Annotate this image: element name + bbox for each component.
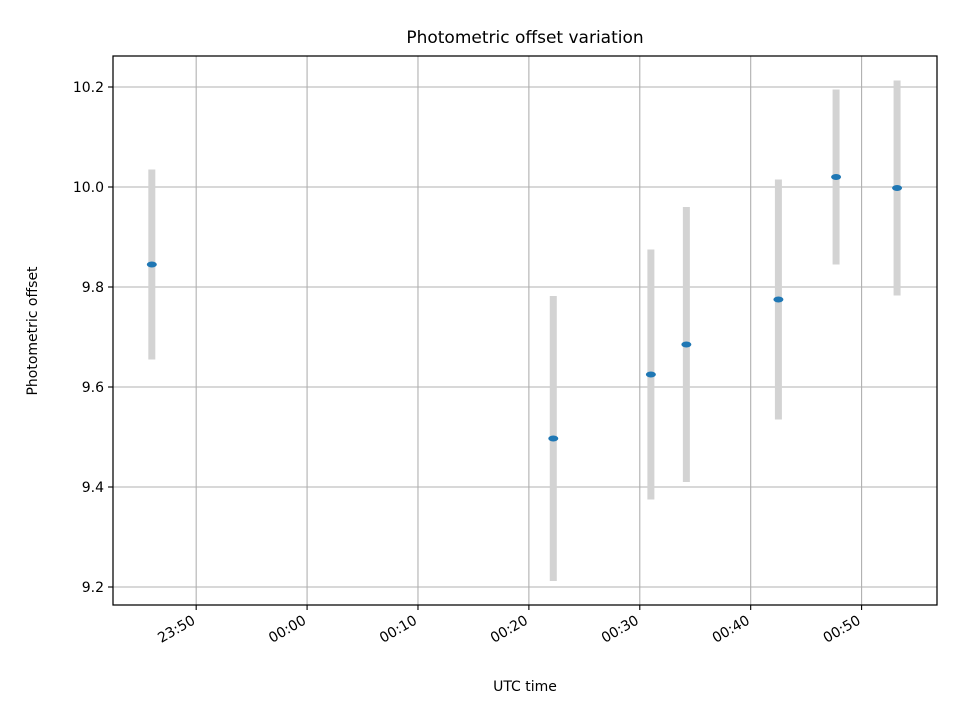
data-points — [146, 174, 903, 442]
y-tick-label: 9.8 — [82, 280, 104, 296]
y-tick-label: 9.2 — [82, 580, 104, 596]
y-axis-label: Photometric offset — [25, 266, 41, 396]
y-tick-label: 9.4 — [82, 480, 104, 496]
data-point — [773, 296, 784, 303]
plot-frame — [112, 55, 938, 606]
data-point — [146, 261, 157, 268]
data-point — [831, 174, 842, 180]
grid — [113, 56, 937, 605]
y-tick-label: 10.2 — [73, 80, 104, 96]
data-point — [892, 185, 903, 191]
data-point — [681, 341, 692, 348]
y-axis-ticks: 9.2 9.4 9.6 9.8 10.0 10.2 — [73, 80, 113, 596]
data-point — [548, 435, 559, 442]
data-point — [645, 371, 656, 378]
y-tick-label: 10.0 — [73, 180, 104, 196]
y-tick-label: 9.6 — [82, 380, 104, 396]
plot-area-background — [113, 56, 937, 605]
x-axis-label: UTC time — [493, 679, 557, 695]
chart-title: Photometric offset variation — [406, 28, 643, 48]
